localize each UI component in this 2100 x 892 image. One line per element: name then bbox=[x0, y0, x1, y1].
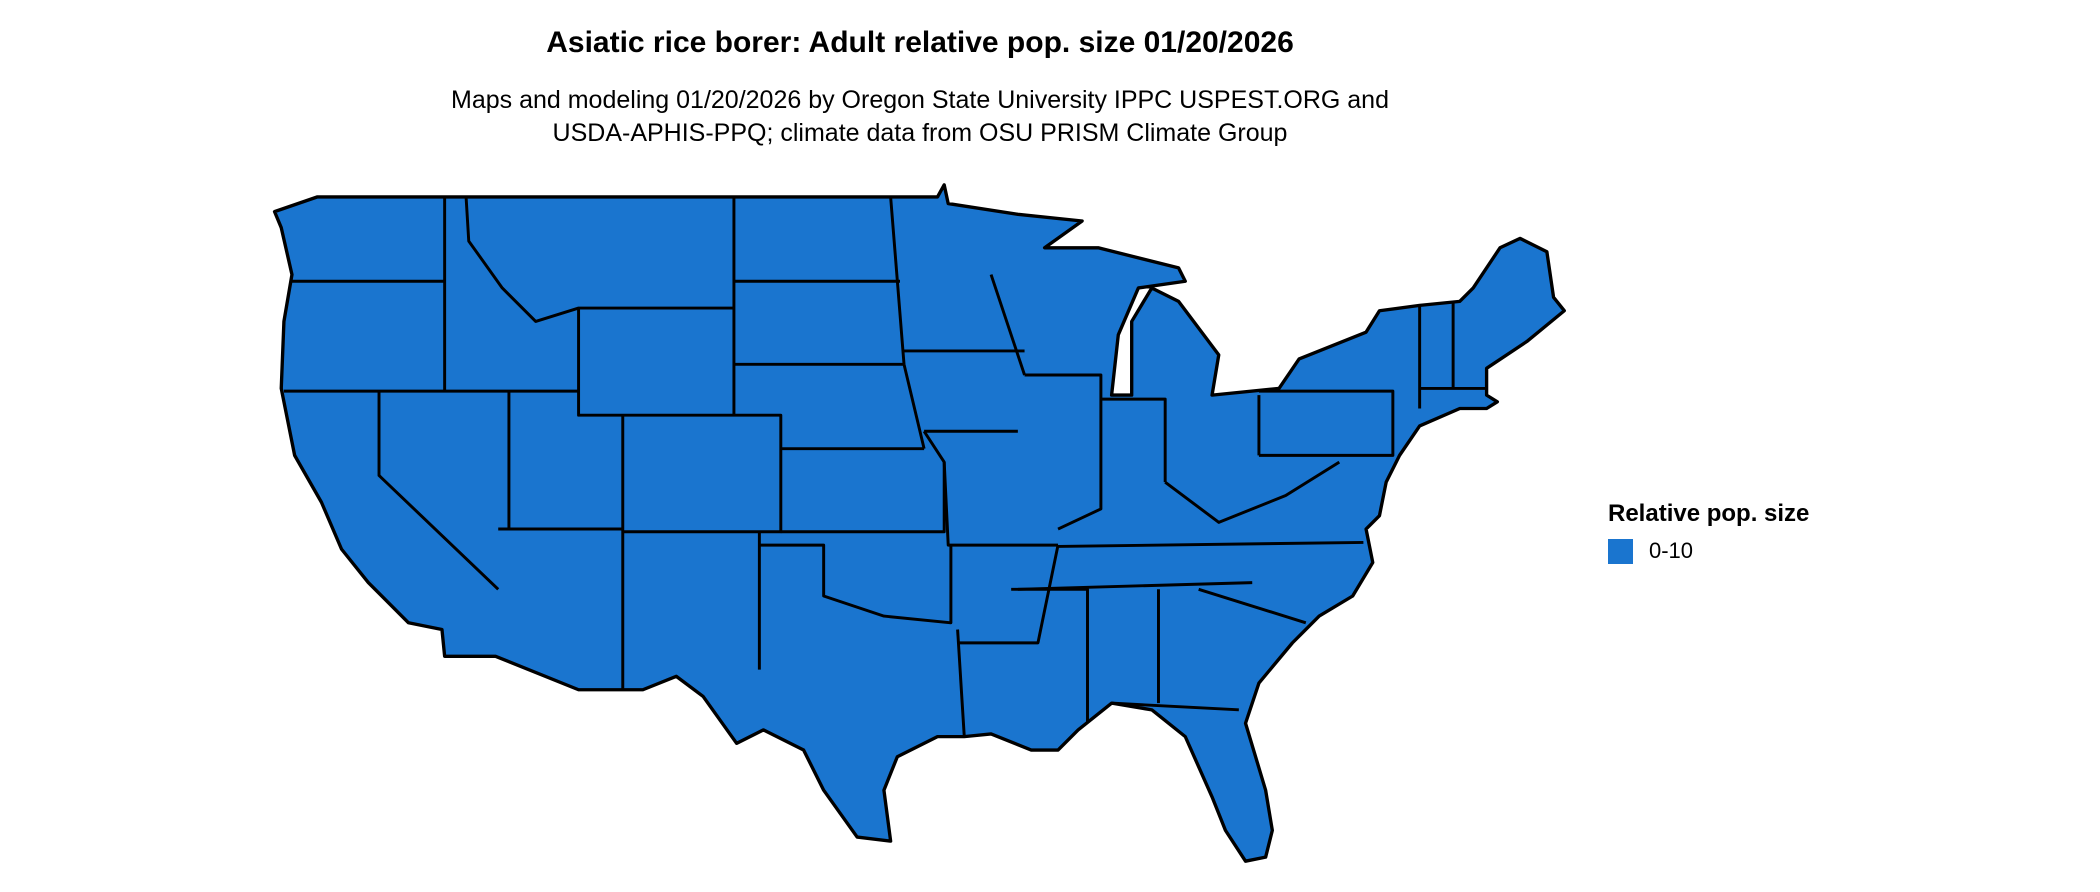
subtitle-line-1: Maps and modeling 01/20/2026 by Oregon S… bbox=[451, 86, 1389, 114]
legend-title: Relative pop. size bbox=[1608, 500, 1810, 527]
map-title: Asiatic rice borer: Adult relative pop. … bbox=[546, 26, 1294, 59]
subtitle-line-2: USDA-APHIS-PPQ; climate data from OSU PR… bbox=[552, 119, 1288, 147]
legend-swatch bbox=[1608, 538, 1633, 564]
map-subtitle: Maps and modeling 01/20/2026 by Oregon S… bbox=[0, 84, 1840, 150]
legend: Relative pop. size 0-10 bbox=[1608, 500, 1809, 564]
us-outline bbox=[272, 183, 1566, 863]
legend-label: 0-10 bbox=[1649, 538, 1694, 563]
state-borders bbox=[283, 196, 1487, 737]
legend-item: 0-10 bbox=[1608, 538, 1809, 564]
